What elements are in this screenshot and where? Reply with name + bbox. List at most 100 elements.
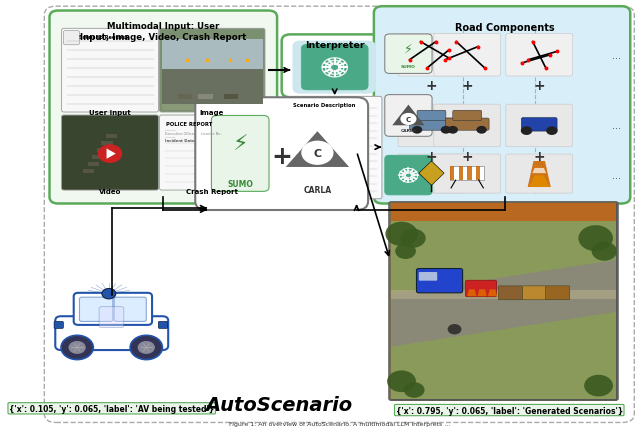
Circle shape [447,324,461,335]
Circle shape [579,226,613,252]
Text: CARLA: CARLA [401,128,417,132]
Text: Scenario Description: Scenario Description [293,102,356,107]
FancyBboxPatch shape [450,167,484,181]
FancyBboxPatch shape [391,204,616,399]
FancyBboxPatch shape [399,206,608,389]
Circle shape [99,146,122,163]
Circle shape [387,371,416,392]
Text: ⚡: ⚡ [404,43,413,56]
FancyBboxPatch shape [159,29,265,113]
Text: Executive Officer     Licence No.: Executive Officer Licence No. [164,132,221,135]
Circle shape [102,289,116,299]
Polygon shape [391,260,616,347]
Text: CARLA: CARLA [303,186,332,195]
Text: Scenario Request: Scenario Request [79,35,127,40]
Text: ...: ... [612,171,621,181]
Text: C: C [406,117,411,123]
FancyBboxPatch shape [61,116,158,191]
FancyBboxPatch shape [106,135,118,139]
Circle shape [138,341,155,354]
Text: Video: Video [99,188,121,194]
Text: ⚡: ⚡ [232,135,248,155]
FancyBboxPatch shape [467,167,472,181]
FancyBboxPatch shape [391,290,616,299]
FancyBboxPatch shape [64,124,156,189]
FancyBboxPatch shape [389,202,618,401]
FancyBboxPatch shape [162,39,262,70]
Text: Incident Date: Incident Date [164,139,195,143]
Polygon shape [488,289,497,296]
Text: C: C [314,148,321,158]
Text: ———: ——— [164,135,177,139]
Circle shape [447,127,458,135]
FancyBboxPatch shape [97,149,108,153]
Circle shape [385,222,418,247]
FancyBboxPatch shape [476,167,480,181]
FancyBboxPatch shape [385,156,432,195]
Circle shape [591,242,617,261]
Text: {'x': 0.105, 'y': 0.065, 'label': 'AV being tested'}: {'x': 0.105, 'y': 0.065, 'label': 'AV be… [9,404,214,413]
FancyBboxPatch shape [293,42,375,94]
Polygon shape [106,149,116,159]
FancyBboxPatch shape [61,29,158,113]
Circle shape [584,375,613,397]
Text: User Input: User Input [89,110,131,116]
Circle shape [130,335,163,360]
FancyBboxPatch shape [88,162,99,167]
FancyBboxPatch shape [374,7,630,204]
Polygon shape [532,168,546,174]
FancyBboxPatch shape [224,95,239,100]
FancyBboxPatch shape [385,35,432,74]
FancyBboxPatch shape [434,34,500,77]
FancyBboxPatch shape [506,34,573,77]
FancyBboxPatch shape [92,155,104,160]
FancyBboxPatch shape [398,34,465,77]
Circle shape [68,341,86,354]
Text: +: + [426,149,437,164]
Text: ———: ——— [164,128,177,132]
FancyBboxPatch shape [162,39,262,111]
FancyBboxPatch shape [74,293,152,325]
Text: Figure 1: An overview of AutoScenario. A multimodal LLM interprets ...: Figure 1: An overview of AutoScenario. A… [228,421,450,426]
FancyBboxPatch shape [63,31,79,46]
Text: +: + [426,79,437,92]
Text: +: + [533,149,545,164]
FancyBboxPatch shape [198,95,212,100]
Text: Interpreter: Interpreter [305,41,365,50]
FancyBboxPatch shape [178,95,193,100]
Polygon shape [392,105,424,126]
Text: Road Components: Road Components [455,23,554,33]
Circle shape [395,244,416,260]
FancyBboxPatch shape [79,297,113,322]
Text: +: + [461,149,473,164]
FancyBboxPatch shape [301,45,368,91]
Text: ...: ... [612,51,621,61]
FancyBboxPatch shape [158,322,168,329]
FancyBboxPatch shape [282,35,388,98]
Polygon shape [529,176,550,187]
Text: SUMO: SUMO [401,65,416,69]
FancyBboxPatch shape [114,297,147,322]
Polygon shape [419,161,444,186]
FancyBboxPatch shape [195,98,368,210]
FancyBboxPatch shape [159,116,265,191]
FancyBboxPatch shape [395,204,612,394]
FancyBboxPatch shape [162,70,262,105]
FancyBboxPatch shape [506,155,573,194]
FancyBboxPatch shape [385,95,432,137]
FancyBboxPatch shape [56,207,184,403]
FancyBboxPatch shape [44,7,634,422]
Polygon shape [477,289,487,296]
Circle shape [521,127,532,136]
Text: {'x': 0.795, 'y': 0.065, 'label': 'Generated Scenarios'}: {'x': 0.795, 'y': 0.065, 'label': 'Gener… [396,406,623,414]
FancyBboxPatch shape [522,118,557,132]
FancyBboxPatch shape [499,286,522,300]
FancyBboxPatch shape [434,105,500,148]
Circle shape [412,127,422,135]
FancyBboxPatch shape [288,97,382,199]
Circle shape [476,127,487,135]
Circle shape [401,114,417,126]
FancyBboxPatch shape [506,105,573,148]
Text: POLICE REPORT: POLICE REPORT [166,122,212,127]
Circle shape [61,335,93,360]
